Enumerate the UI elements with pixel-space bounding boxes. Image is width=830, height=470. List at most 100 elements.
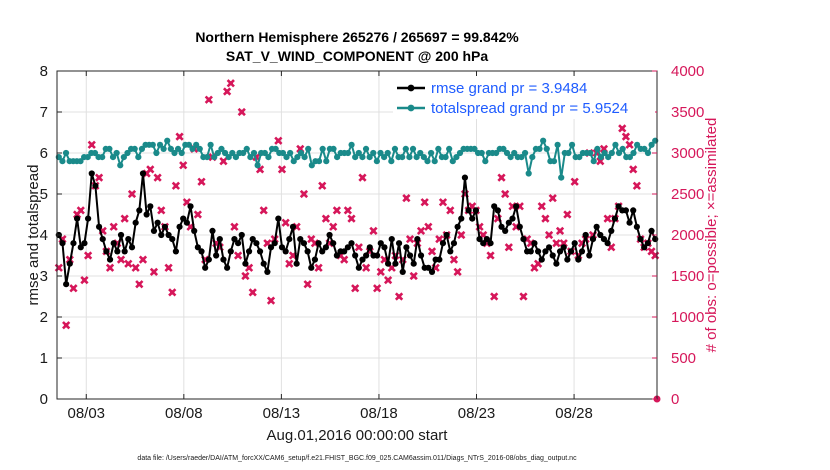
totalspread-point [305,145,312,152]
totalspread-point [630,149,637,157]
obs-assimilated-marker [105,263,115,272]
y-left-tick-label: 1 [40,350,48,367]
rmse-point [516,223,523,230]
totalspread-point [99,154,106,161]
rmse-point [648,227,655,234]
totalspread-point [648,141,655,148]
totalspread-point [370,149,377,157]
rmse-point [234,240,242,247]
y-right-tick-label: 2000 [671,227,704,244]
obs-assimilated-marker [409,271,418,281]
totalspread-point [240,149,247,157]
obs-assimilated-marker [94,173,104,182]
rmse-point [161,223,169,230]
obs-assimilated-marker [446,206,455,215]
totalspread-point [207,141,214,148]
rmse-point [84,215,92,222]
rmse-point [110,240,117,247]
y-left-tick-label: 7 [40,104,48,121]
totalspread-point [641,145,648,152]
obs-assimilated-marker [369,226,378,236]
rmse-point [428,268,436,275]
obs-assimilated-marker [373,284,382,293]
rmse-point [458,215,465,222]
obs-assimilated-marker [230,222,239,231]
obs-assimilated-marker [340,255,349,264]
y-right-tick-label: 3500 [671,104,704,121]
rmse-point [191,227,198,234]
y-right-tick-label: 1500 [671,268,704,285]
rmse-point [633,223,640,230]
obs-assimilated-marker [329,222,338,231]
totalspread-point [91,149,99,157]
rmse-point [125,236,132,243]
totalspread-point [615,149,623,157]
rmse-point [114,248,121,255]
rmse-point [374,252,381,259]
rmse-point [352,252,359,259]
rmse-point [311,256,319,263]
data-file-footnote: data file: /Users/raeder/DAI/ATM_forcXX/… [137,455,577,462]
rmse-point [527,248,534,255]
rmse-point [297,236,304,243]
totalspread-point [297,149,305,157]
obs-assimilated-marker [490,292,499,301]
rmse-point [542,248,549,255]
totalspread-point [449,158,456,165]
rmse-point [355,264,362,271]
rmse-point [220,256,227,263]
obs-assimilated-marker [223,87,232,96]
rmse-point [198,248,205,255]
rmse-point [253,240,260,247]
x-tick-label: 08/23 [458,405,496,422]
totalspread-point [120,154,127,161]
rmse-point [560,244,567,251]
rmse-point [450,240,458,247]
rmse-point [476,236,483,243]
obs-assimilated-marker [285,259,294,268]
rmse-point [538,256,545,263]
rmse-point [88,170,95,177]
totalspread-point [619,145,626,152]
totalspread-point [229,149,236,157]
obs-assimilated-marker [424,222,433,231]
totalspread-point [279,149,287,157]
obs-assimilated-marker [438,198,448,207]
totalspread-point [62,149,70,157]
rmse-point [326,231,333,239]
obs-assimilated-marker [219,157,228,166]
rmse-point [436,256,443,263]
rmse-point [644,240,651,247]
totalspread-point [59,158,66,165]
totalspread-point [503,149,511,157]
rmse-point [494,207,501,214]
totalspread-point [521,149,529,157]
rmse-point [176,223,183,230]
y-right-tick-label: 500 [671,350,696,367]
rmse-point [238,231,245,239]
rmse-point [578,248,586,255]
rmse-point [216,236,223,243]
totalspread-point [124,149,131,157]
rmse-point [531,240,538,247]
rmse-point [227,248,234,255]
obs-assimilated-marker [343,206,352,215]
rmse-point [439,240,447,247]
totalspread-point [634,141,641,148]
rmse-point [641,244,648,251]
rmse-point [187,203,194,210]
rmse-point [586,252,593,259]
obs-assimilated-marker [237,107,246,117]
legend-spread-label: totalspread grand pr = 5.9524 [431,100,628,117]
totalspread-point [402,145,409,152]
totalspread-point [417,149,424,157]
obs-assimilated-marker [153,173,162,182]
rmse-point [498,223,505,230]
obs-assimilated-marker [76,206,85,215]
obs-assimilated-marker [618,124,627,133]
rmse-point [597,231,604,239]
totalspread-point [189,145,196,152]
totalspread-point [388,158,395,165]
rmse-point [106,256,114,263]
obs-assimilated-marker [420,198,429,207]
